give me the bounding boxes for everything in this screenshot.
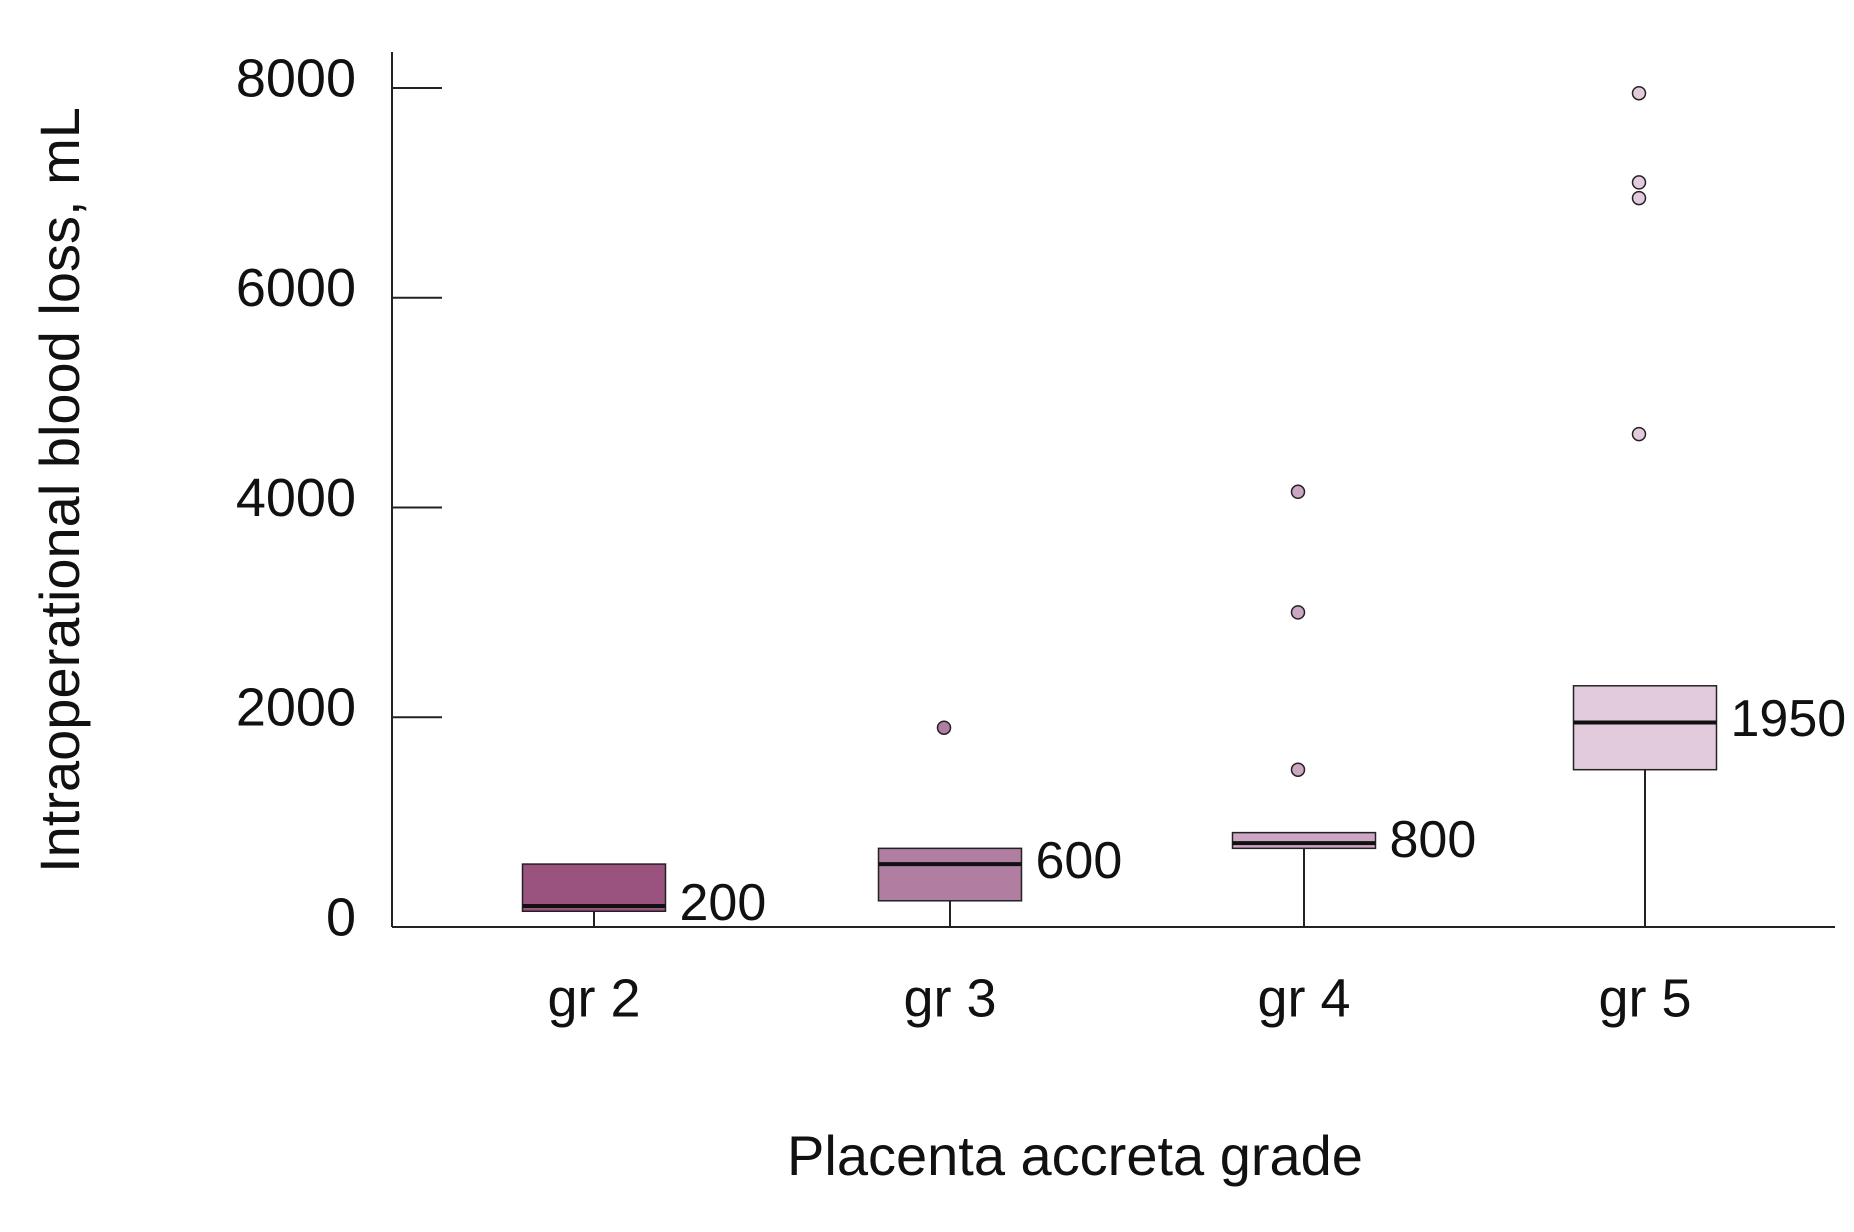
outlier <box>1631 85 1647 101</box>
median-label: 800 <box>1390 811 1477 869</box>
box <box>521 863 667 913</box>
x-tick-label: gr 2 <box>547 968 640 1028</box>
x-tick-label: gr 4 <box>1257 968 1350 1028</box>
y-tick-label: 4000 <box>236 468 356 528</box>
outlier <box>1631 190 1647 206</box>
x-tick-label: gr 3 <box>903 968 996 1028</box>
outlier <box>936 720 952 735</box>
x-axis-title: Placenta accreta grade <box>787 1124 1363 1187</box>
x-tick-label: gr 5 <box>1598 968 1691 1028</box>
outlier <box>1290 484 1306 500</box>
outlier <box>1631 426 1647 442</box>
box <box>1572 685 1718 771</box>
median-label: 200 <box>680 874 767 932</box>
outlier <box>1631 175 1647 190</box>
median-label: 600 <box>1036 832 1123 890</box>
y-tick-label: 6000 <box>236 258 356 318</box>
y-tick-label: 2000 <box>236 678 356 738</box>
box <box>877 847 1023 902</box>
y-tick-label: 0 <box>326 887 356 947</box>
median-label: 1950 <box>1731 690 1847 748</box>
y-tick-label: 8000 <box>236 48 356 108</box>
outlier <box>1290 605 1306 620</box>
outlier <box>1290 762 1306 777</box>
y-axis-title: Intraoperational blood loss, mL <box>28 107 91 873</box>
box <box>1231 831 1377 850</box>
